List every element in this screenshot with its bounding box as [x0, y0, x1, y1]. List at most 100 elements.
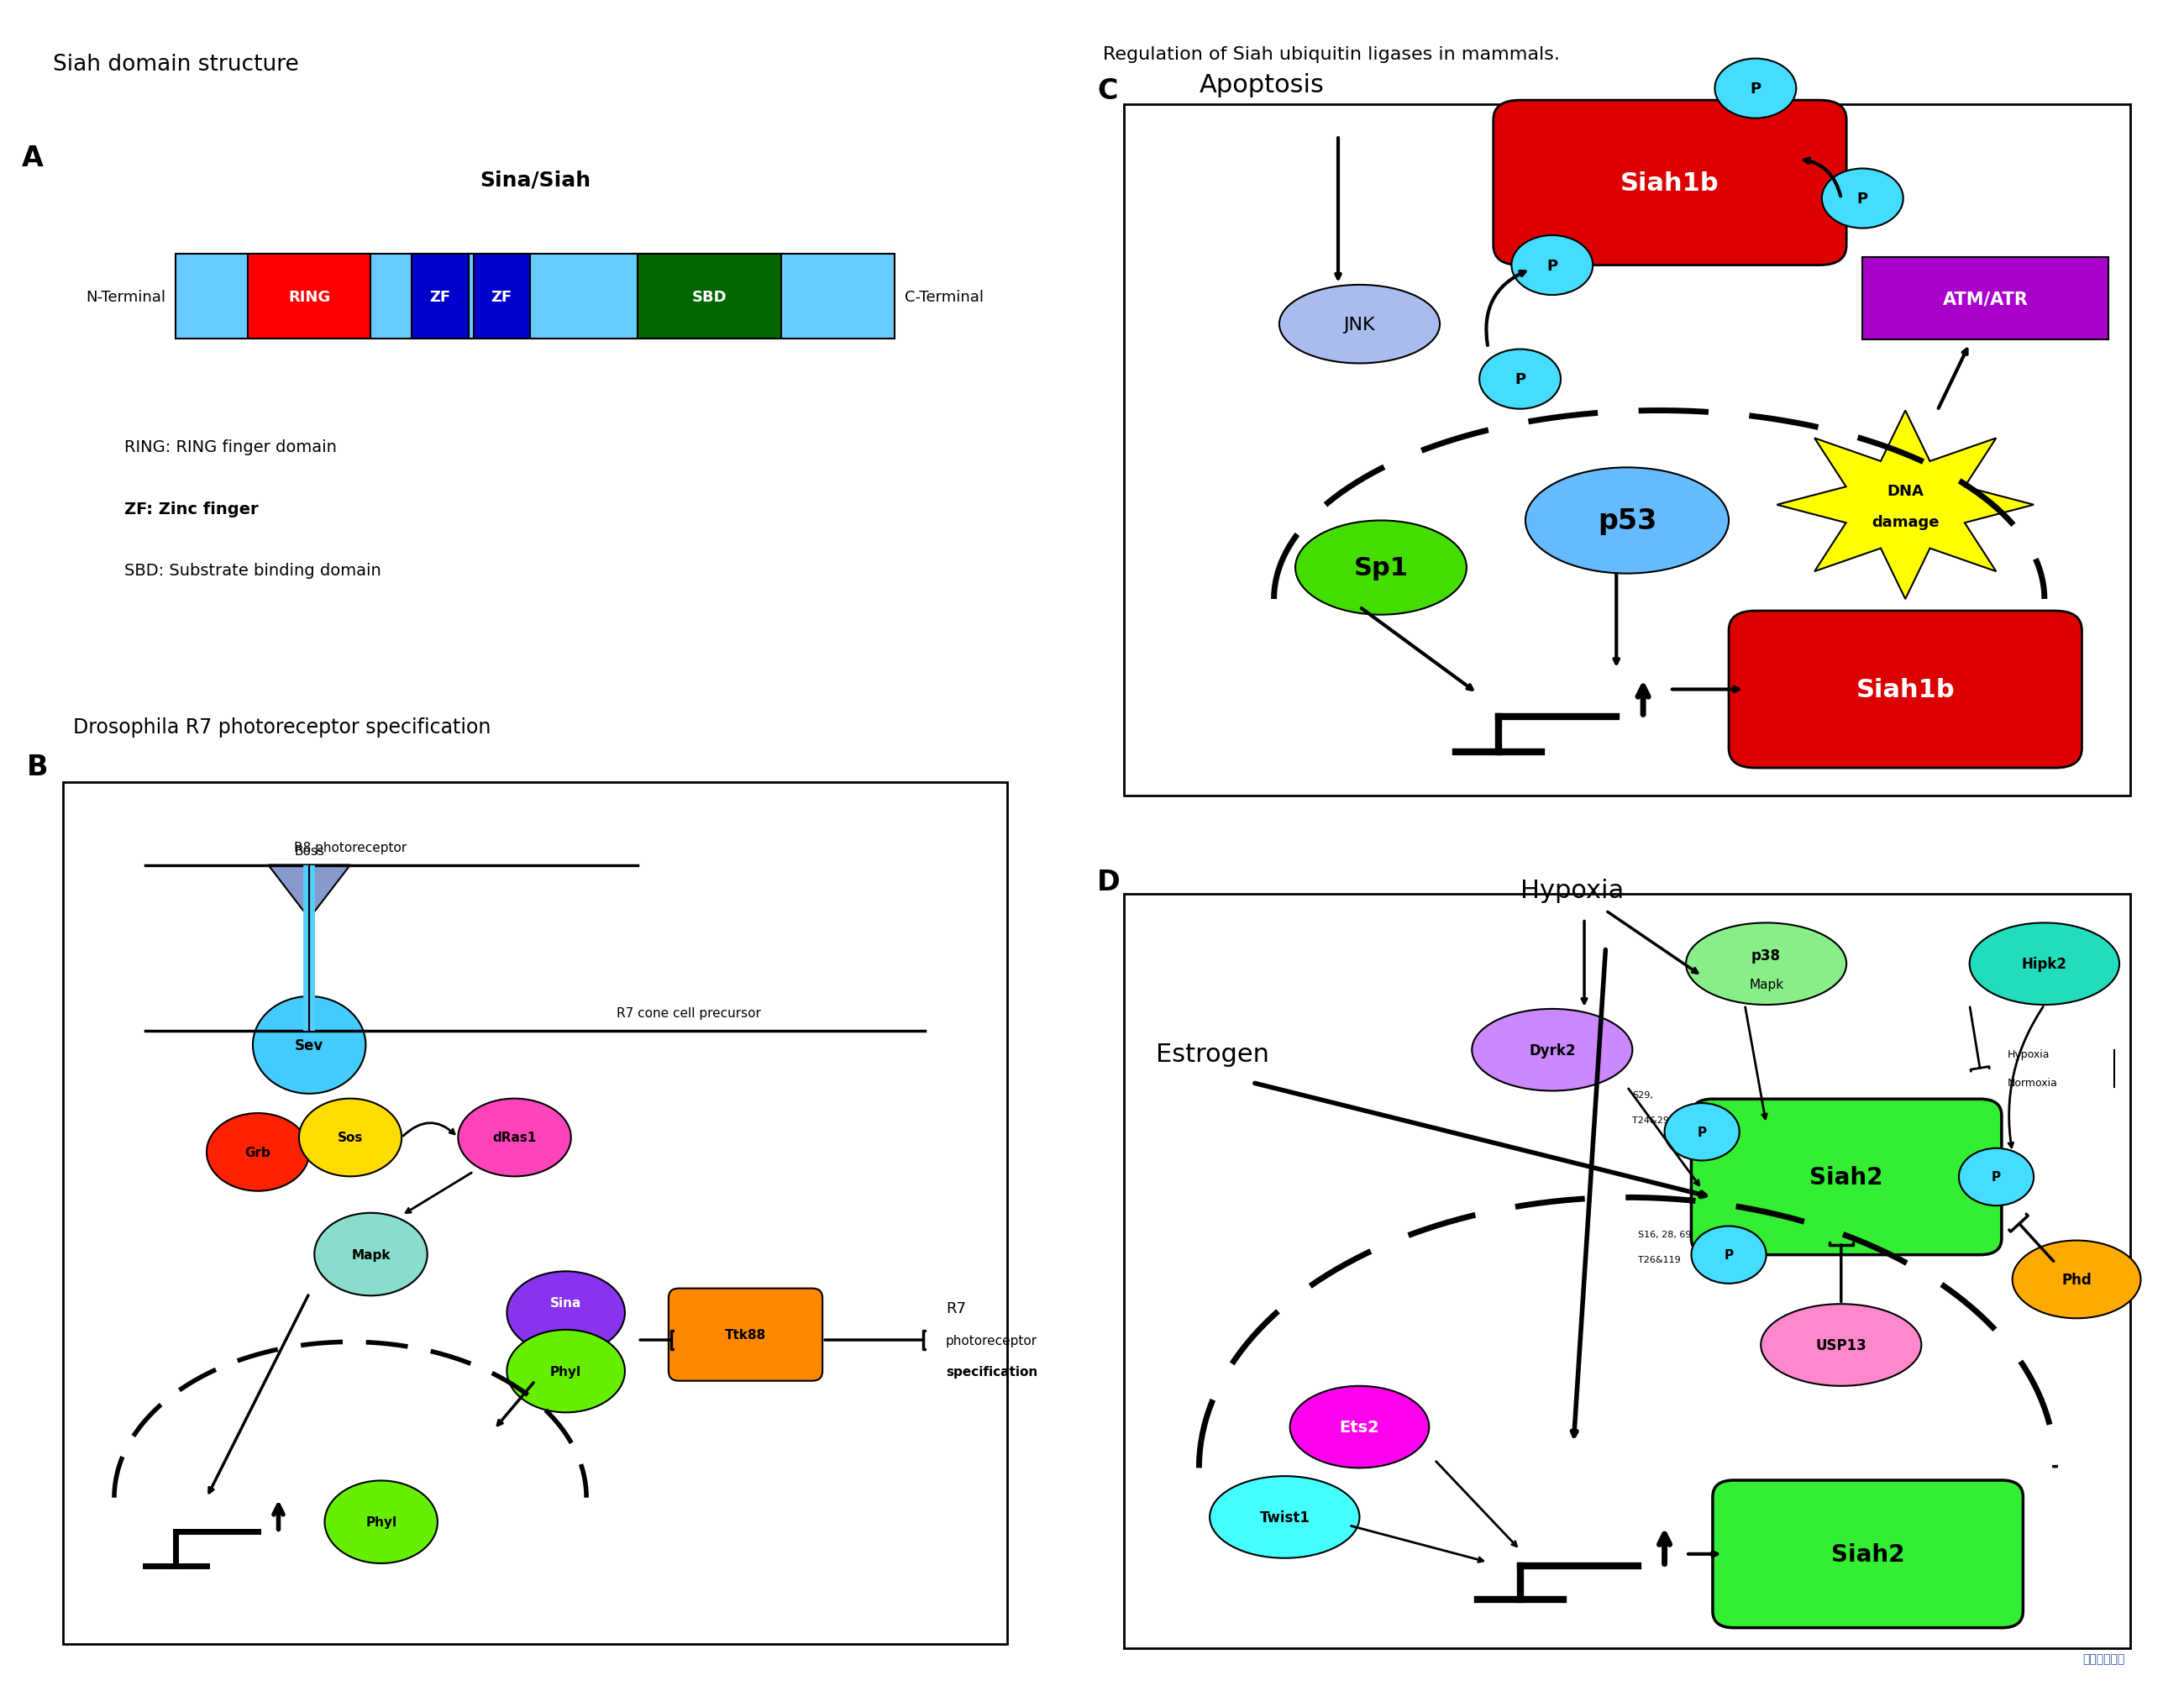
Text: ZF: ZF: [430, 288, 450, 304]
Circle shape: [1511, 236, 1592, 295]
Circle shape: [1959, 1149, 2033, 1205]
Text: T24&29: T24&29: [1631, 1116, 1669, 1123]
Text: Boss: Boss: [295, 845, 323, 857]
Text: P: P: [1749, 82, 1760, 97]
Text: P: P: [1546, 258, 1557, 273]
Ellipse shape: [1686, 923, 1845, 1005]
Text: Mapk: Mapk: [352, 1248, 391, 1261]
Text: ZF: Zinc finger: ZF: Zinc finger: [124, 502, 258, 517]
FancyBboxPatch shape: [474, 254, 531, 340]
FancyBboxPatch shape: [638, 254, 782, 340]
Ellipse shape: [1760, 1304, 1922, 1386]
FancyBboxPatch shape: [1690, 1099, 2001, 1255]
FancyBboxPatch shape: [63, 782, 1007, 1644]
Text: Siah2: Siah2: [1811, 1166, 1883, 1188]
Ellipse shape: [253, 997, 365, 1094]
Text: Apoptosis: Apoptosis: [1199, 73, 1324, 97]
Text: S16, 28, 69: S16, 28, 69: [1638, 1231, 1690, 1239]
Ellipse shape: [459, 1099, 570, 1176]
FancyBboxPatch shape: [1712, 1480, 2022, 1628]
Text: T26&119: T26&119: [1638, 1255, 1679, 1263]
Ellipse shape: [1280, 285, 1439, 364]
Text: R8 photoreceptor: R8 photoreceptor: [295, 842, 406, 854]
Ellipse shape: [2011, 1241, 2140, 1318]
Text: Siah domain structure: Siah domain structure: [52, 53, 299, 75]
Circle shape: [1664, 1103, 1738, 1161]
Text: P: P: [1723, 1250, 1734, 1261]
Text: ZF: ZF: [491, 288, 513, 304]
Text: p38: p38: [1752, 949, 1780, 963]
Text: Hypoxia: Hypoxia: [1520, 877, 1623, 903]
Text: Sev: Sev: [295, 1038, 323, 1053]
Text: Hipk2: Hipk2: [2022, 956, 2066, 971]
Ellipse shape: [325, 1480, 437, 1564]
Text: Grb: Grb: [245, 1145, 271, 1159]
Ellipse shape: [1291, 1386, 1428, 1468]
Text: Sos: Sos: [339, 1132, 363, 1144]
Text: DNA: DNA: [1887, 483, 1924, 498]
FancyBboxPatch shape: [175, 254, 895, 340]
FancyBboxPatch shape: [1863, 258, 2110, 340]
Text: S29,: S29,: [1631, 1091, 1653, 1099]
Text: JNK: JNK: [1343, 316, 1376, 333]
FancyBboxPatch shape: [1494, 101, 1845, 266]
Polygon shape: [269, 865, 349, 918]
FancyBboxPatch shape: [1125, 894, 2129, 1649]
Circle shape: [1479, 350, 1562, 410]
Text: Hypoxia: Hypoxia: [2007, 1048, 2049, 1060]
Text: Sp1: Sp1: [1354, 556, 1409, 580]
Ellipse shape: [507, 1272, 625, 1354]
FancyBboxPatch shape: [1730, 611, 2081, 768]
Circle shape: [1821, 169, 1902, 229]
Text: R7 cone cell precursor: R7 cone cell precursor: [616, 1007, 762, 1019]
Text: Siah2: Siah2: [1830, 1543, 1904, 1565]
Ellipse shape: [299, 1099, 402, 1176]
Ellipse shape: [507, 1330, 625, 1413]
Text: RING: RING: [288, 288, 330, 304]
Text: SBD: Substrate binding domain: SBD: Substrate binding domain: [124, 563, 382, 579]
Text: Twist1: Twist1: [1260, 1509, 1310, 1524]
FancyBboxPatch shape: [413, 254, 467, 340]
Text: Normoxia: Normoxia: [2007, 1077, 2057, 1089]
FancyBboxPatch shape: [247, 254, 371, 340]
Circle shape: [1714, 60, 1795, 119]
Text: dRas1: dRas1: [494, 1132, 537, 1144]
Text: P: P: [1514, 372, 1527, 387]
Text: B: B: [26, 753, 48, 782]
Text: Dyrk2: Dyrk2: [1529, 1043, 1575, 1058]
Text: R7: R7: [946, 1301, 965, 1316]
Ellipse shape: [1295, 521, 1468, 615]
Text: damage: damage: [1872, 516, 1939, 531]
Text: Siah1b: Siah1b: [1621, 171, 1719, 196]
FancyBboxPatch shape: [1125, 104, 2129, 795]
Ellipse shape: [314, 1214, 428, 1296]
Text: P: P: [1992, 1171, 2001, 1183]
Text: C: C: [1096, 77, 1118, 106]
Text: A: A: [22, 145, 44, 172]
Text: USP13: USP13: [1815, 1338, 1867, 1352]
Ellipse shape: [1472, 1009, 1631, 1091]
Polygon shape: [1778, 411, 2033, 599]
Text: 马上收藏导航: 马上收藏导航: [2084, 1652, 2125, 1664]
Text: Sina: Sina: [550, 1297, 581, 1309]
Circle shape: [1690, 1226, 1767, 1284]
Text: Ttk88: Ttk88: [725, 1328, 767, 1342]
Ellipse shape: [1210, 1477, 1358, 1558]
Text: D: D: [1096, 869, 1120, 896]
Text: P: P: [1697, 1127, 1706, 1139]
Ellipse shape: [207, 1113, 310, 1191]
FancyBboxPatch shape: [668, 1289, 823, 1381]
Text: Mapk: Mapk: [1749, 978, 1784, 990]
Text: P: P: [1856, 191, 1867, 207]
Text: p53: p53: [1597, 507, 1658, 534]
Text: ATM/ATR: ATM/ATR: [1944, 290, 2029, 307]
Ellipse shape: [1970, 923, 2118, 1005]
Text: Phyl: Phyl: [550, 1366, 581, 1378]
Text: C-Terminal: C-Terminal: [904, 288, 983, 304]
Ellipse shape: [1524, 468, 1730, 574]
Text: Estrogen: Estrogen: [1155, 1041, 1269, 1067]
Text: specification: specification: [946, 1366, 1037, 1378]
Text: photoreceptor: photoreceptor: [946, 1333, 1037, 1347]
Text: RING: RING finger domain: RING: RING finger domain: [124, 440, 336, 456]
Text: Sina/Siah: Sina/Siah: [480, 171, 590, 191]
